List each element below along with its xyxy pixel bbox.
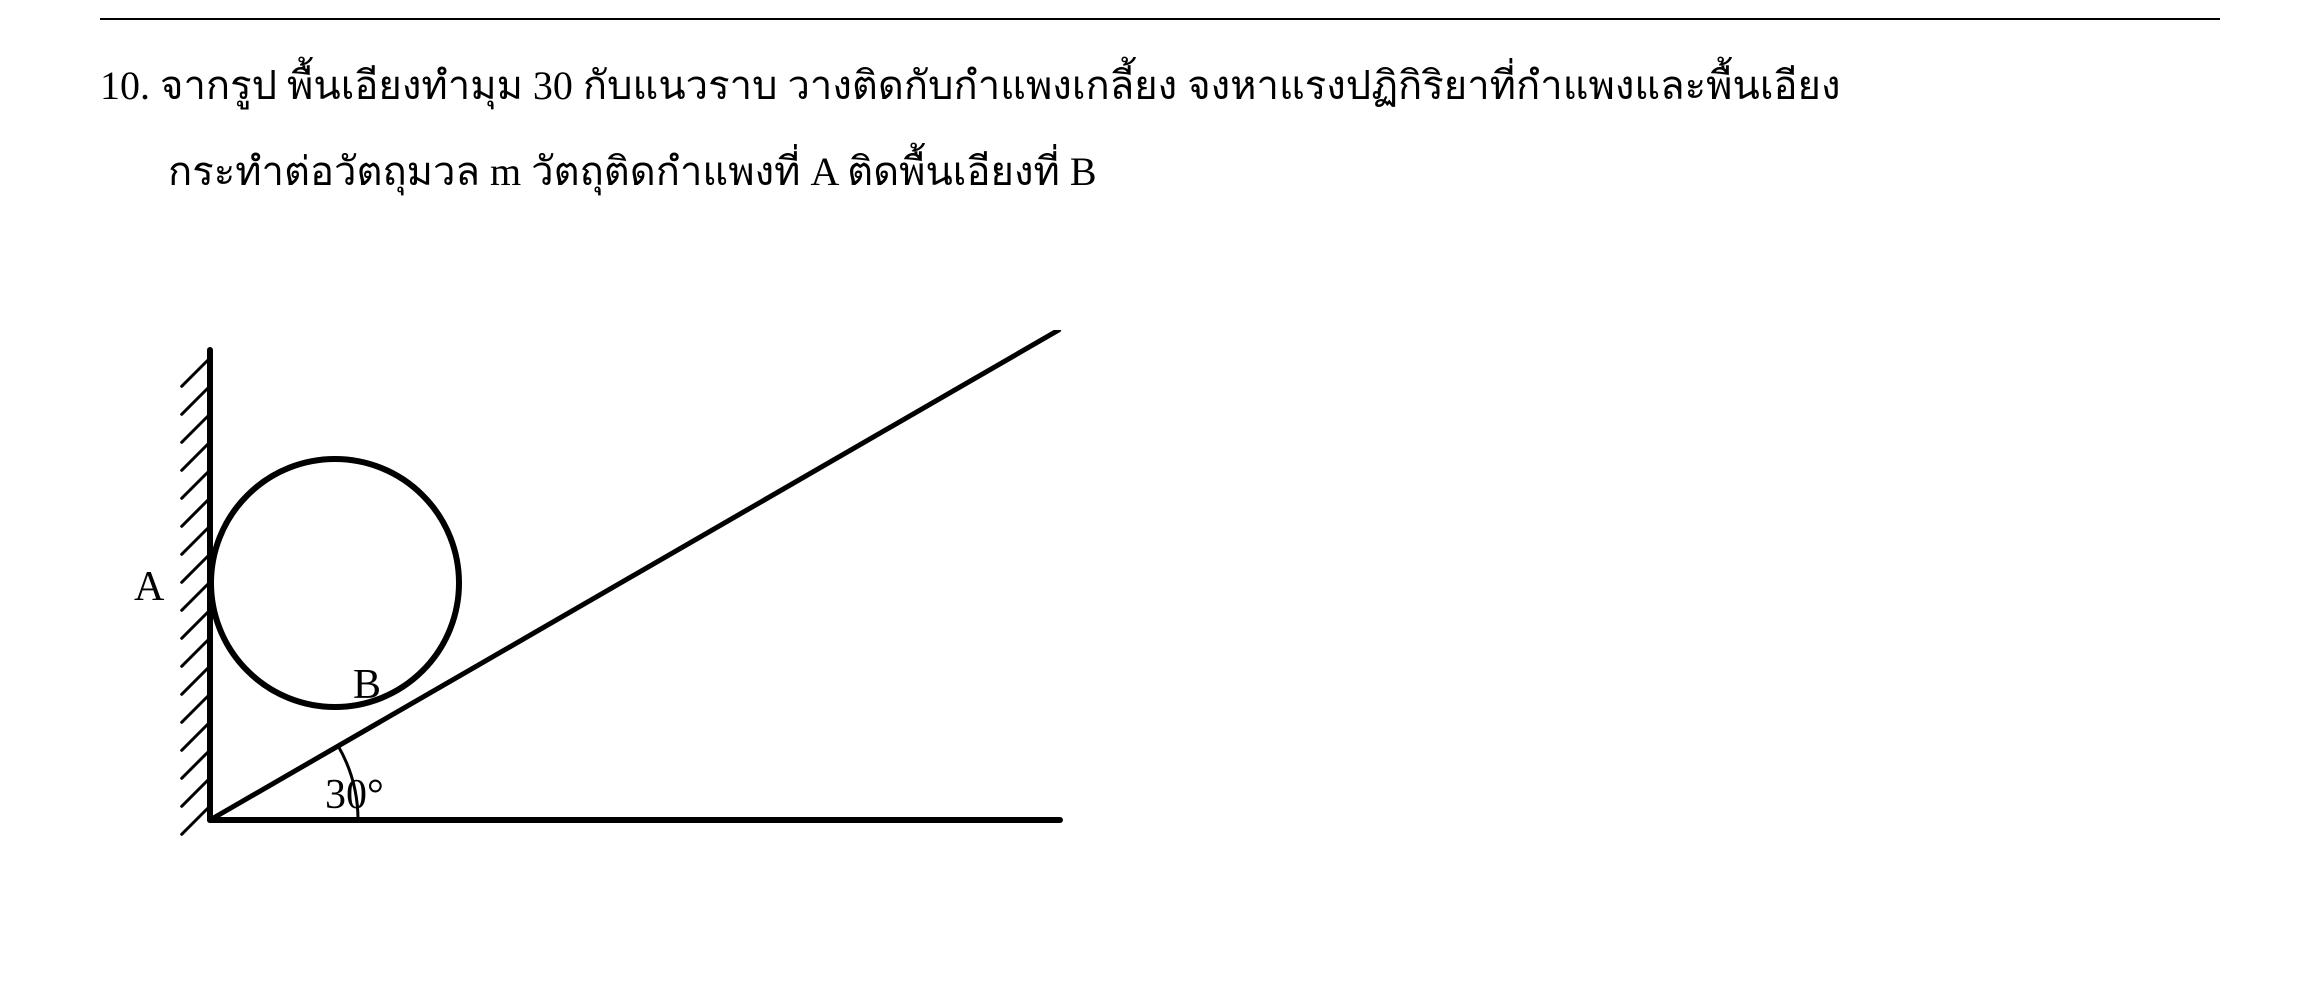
question-block: 10. จากรูป พื้นเอียงทำมุม 30 กับแนวราบ ว… bbox=[100, 50, 2220, 208]
diagram-svg: A B 30° bbox=[100, 330, 1120, 890]
label-b: B bbox=[353, 662, 381, 708]
label-a: A bbox=[134, 564, 165, 610]
angle-label: 30° bbox=[325, 772, 384, 818]
question-text-1: จากรูป พื้นเอียงทำมุม 30 กับแนวราบ วางติ… bbox=[160, 50, 2220, 122]
physics-diagram: A B 30° bbox=[100, 330, 1120, 890]
question-line-1: 10. จากรูป พื้นเอียงทำมุม 30 กับแนวราบ ว… bbox=[100, 50, 2220, 122]
question-text-2: กระทำต่อวัตถุมวล m วัตถุติดกำแพงที่ A ติ… bbox=[168, 136, 2220, 208]
question-number: 10. bbox=[100, 50, 150, 122]
horizontal-rule bbox=[100, 18, 2220, 20]
